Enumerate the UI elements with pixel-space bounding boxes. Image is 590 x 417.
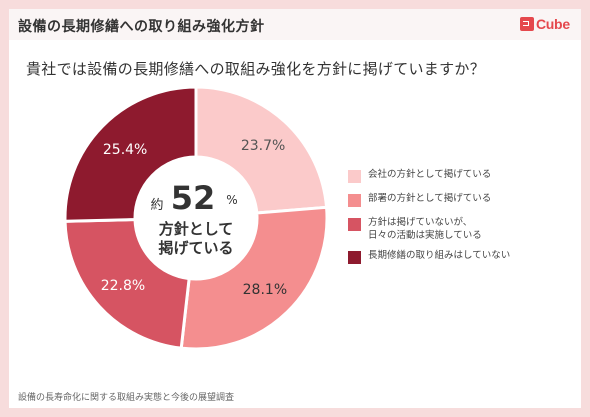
slice-value-label: 25.4% [103,142,147,158]
chart-legend: 会社の方針として掲げている 部署の方針として掲げている 方針は掲げていないが、 … [348,168,548,273]
legend-item-company: 会社の方針として掲げている [348,168,548,185]
slice-none [63,85,198,223]
header-bar [9,9,581,40]
slice-daily-activity [63,217,191,350]
legend-item-department: 部署の方針として掲げている [348,192,548,209]
logo-mark-icon [520,17,534,31]
legend-label: 部署の方針として掲げている [368,193,492,204]
legend-swatch [348,251,361,264]
legend-label: 方針は掲げていないが、 日々の活動は実施している [368,217,482,241]
slice-value-label: 28.1% [243,282,287,298]
center-prefix: 約 [150,198,163,213]
slice-value-label: 22.8% [101,278,145,294]
slice-labels: 23.7% 28.1% 22.8% 25.4% [101,138,287,298]
source-note: 設備の長寿命化に関する取組み実態と今後の展望調査 [18,393,235,403]
legend-swatch [348,194,361,207]
survey-question: 貴社では設備の長期修繕への取組み強化を方針に掲げていますか？ [26,60,486,78]
legend-label: 会社の方針として掲げている [368,169,492,180]
legend-item-none: 長期修繕の取り組みはしていない [348,249,548,266]
legend-item-daily-activity: 方針は掲げていないが、 日々の活動は実施している [348,216,548,242]
slice-company [194,85,329,215]
legend-label: 長期修繕の取り組みはしていない [368,250,511,261]
page-title: 設備の長期修繕への取り組み強化方針 [18,19,265,35]
center-summary: 約 52 % 方針として 掲げている [150,179,237,257]
brand-logo: Cube [520,15,570,33]
legend-swatch [348,170,361,183]
legend-swatch [348,218,361,231]
center-line2: 掲げている [158,239,233,257]
center-value: 52 [171,179,216,217]
center-line1: 方針として [159,220,234,238]
logo-text: Cube [536,16,570,32]
donut-slices [63,85,329,351]
slice-department [179,205,329,351]
center-unit: % [226,193,237,207]
slice-value-label: 23.7% [241,138,285,154]
